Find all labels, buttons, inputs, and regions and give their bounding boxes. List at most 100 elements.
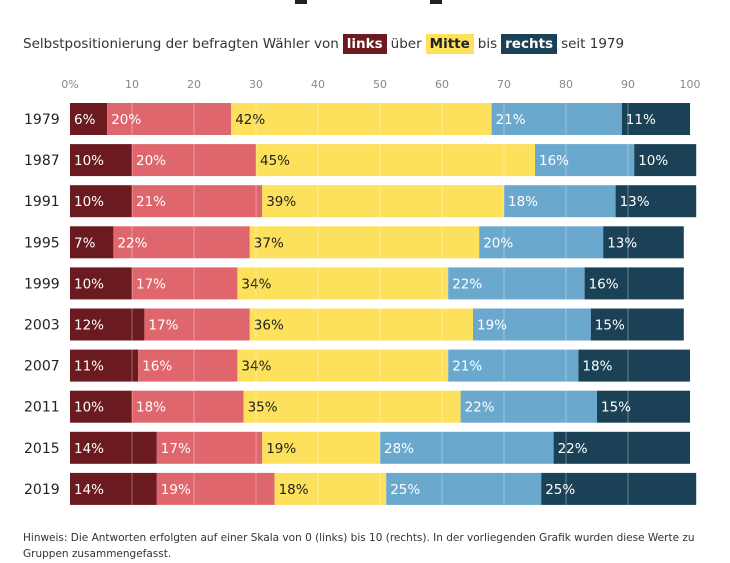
bar-segment xyxy=(249,308,473,341)
bar-value-label: 22% xyxy=(558,441,588,457)
bar-value-label: 18% xyxy=(279,482,309,498)
y-category-label: 2011 xyxy=(24,400,60,416)
x-tick-label: 70 xyxy=(497,78,511,91)
bar-value-label: 20% xyxy=(111,112,141,128)
bar-value-label: 16% xyxy=(142,359,172,375)
bar-value-label: 22% xyxy=(117,235,147,251)
bar-value-label: 36% xyxy=(254,318,284,334)
bar-value-label: 14% xyxy=(74,482,104,498)
x-tick-label: 80 xyxy=(559,78,573,91)
bar-segment xyxy=(634,144,697,177)
bar-segment xyxy=(578,349,690,382)
bar-value-label: 34% xyxy=(241,359,271,375)
bar-value-label: 11% xyxy=(74,359,104,375)
bar-segment xyxy=(70,472,157,505)
bar-segment xyxy=(132,390,244,423)
bar-segment xyxy=(460,390,597,423)
bar-segment xyxy=(132,144,256,177)
legend-tag-links: links xyxy=(342,34,387,54)
bar-value-label: 42% xyxy=(235,112,265,128)
bar-segment xyxy=(541,472,697,505)
bar-segment xyxy=(553,431,690,464)
y-category-label: 1995 xyxy=(24,235,60,251)
bar-value-label: 10% xyxy=(74,400,104,416)
bar-segment xyxy=(615,185,697,218)
bar-segment xyxy=(473,308,591,341)
stacked-bar-chart: 0% 10 20 30 40 50 60 70 80 90 100 1979 6% 20% 42% 21% 11… xyxy=(24,78,701,505)
title-suffix: seit 1979 xyxy=(561,36,625,52)
bar-value-label: 18% xyxy=(582,359,612,375)
bar-segment xyxy=(107,103,232,135)
footnote: Hinweis: Die Antworten erfolgten auf ein… xyxy=(23,532,695,560)
title-prefix: Selbstpositionierung der befragten Wähle… xyxy=(23,36,339,52)
bar-value-label: 19% xyxy=(161,482,191,498)
bar-segment xyxy=(386,472,542,505)
bar-segment xyxy=(603,226,684,259)
title-mid1: über xyxy=(390,36,422,52)
bar-value-label: 25% xyxy=(545,482,575,498)
bar-value-label: 10% xyxy=(74,194,104,210)
bar-segment xyxy=(448,267,585,300)
bar-segment xyxy=(70,431,157,464)
legend-tag-mitte: Mitte xyxy=(425,34,474,54)
bar-segment xyxy=(448,349,579,382)
bar-value-label: 20% xyxy=(483,235,513,251)
x-tick-label: 90 xyxy=(621,78,635,91)
x-tick-label: 0% xyxy=(61,78,78,91)
bar-value-label: 25% xyxy=(390,482,420,498)
bar-segment xyxy=(504,185,616,218)
bar-value-label: 45% xyxy=(260,153,290,169)
bar-segment xyxy=(138,349,238,382)
bar-value-label: 14% xyxy=(74,441,104,457)
x-tick-label: 40 xyxy=(311,78,325,91)
bar-segment xyxy=(274,472,387,505)
bar-value-label: 12% xyxy=(74,318,104,334)
bar-segment xyxy=(597,390,690,423)
bar-segment xyxy=(70,390,132,423)
bar-segment xyxy=(491,103,622,135)
bar-value-label: 10% xyxy=(74,153,104,169)
y-category-label: 2003 xyxy=(24,318,60,334)
bar-value-label: 28% xyxy=(384,441,414,457)
bar-segment xyxy=(70,267,132,300)
chart-title: Selbstpositionierung der befragten Wähle… xyxy=(23,34,624,54)
bar-segment xyxy=(113,226,250,259)
bar-value-label: 19% xyxy=(266,441,296,457)
bar-segment xyxy=(262,431,380,464)
bar-segment xyxy=(156,472,275,505)
bar-value-label: 37% xyxy=(254,235,284,251)
bar-segment xyxy=(132,185,263,218)
y-category-label: 2015 xyxy=(24,441,60,457)
bar-segment xyxy=(249,226,480,259)
y-category-label: 2019 xyxy=(24,482,60,498)
bar-value-label: 35% xyxy=(248,400,278,416)
bar-segment xyxy=(535,144,635,177)
x-tick-label: 20 xyxy=(187,78,201,91)
bar-segment xyxy=(237,349,449,382)
bar-value-label: 16% xyxy=(589,276,619,292)
bar-value-label: 17% xyxy=(136,276,166,292)
bar-segment xyxy=(144,308,250,341)
bar-value-label: 34% xyxy=(241,276,271,292)
bar-value-label: 15% xyxy=(601,400,631,416)
x-tick-label: 10 xyxy=(125,78,139,91)
bar-segment xyxy=(479,226,604,259)
bar-segment xyxy=(243,390,461,423)
bar-segment xyxy=(262,185,504,218)
bar-value-label: 20% xyxy=(136,153,166,169)
bar-segment xyxy=(70,308,145,341)
bar-value-label: 19% xyxy=(477,318,507,334)
bar-value-label: 6% xyxy=(74,112,96,128)
bar-segment xyxy=(156,431,263,464)
y-category-label: 1987 xyxy=(24,153,60,169)
x-tick-label: 60 xyxy=(435,78,449,91)
x-tick-label: 100 xyxy=(680,78,701,91)
bar-value-label: 39% xyxy=(266,194,296,210)
legend-tag-rechts: rechts xyxy=(501,34,558,54)
bar-segment xyxy=(237,267,449,300)
bar-value-label: 22% xyxy=(452,276,482,292)
bar-segment xyxy=(70,103,108,135)
bar-value-label: 17% xyxy=(161,441,191,457)
bar-value-label: 21% xyxy=(136,194,166,210)
x-tick-label: 50 xyxy=(373,78,387,91)
